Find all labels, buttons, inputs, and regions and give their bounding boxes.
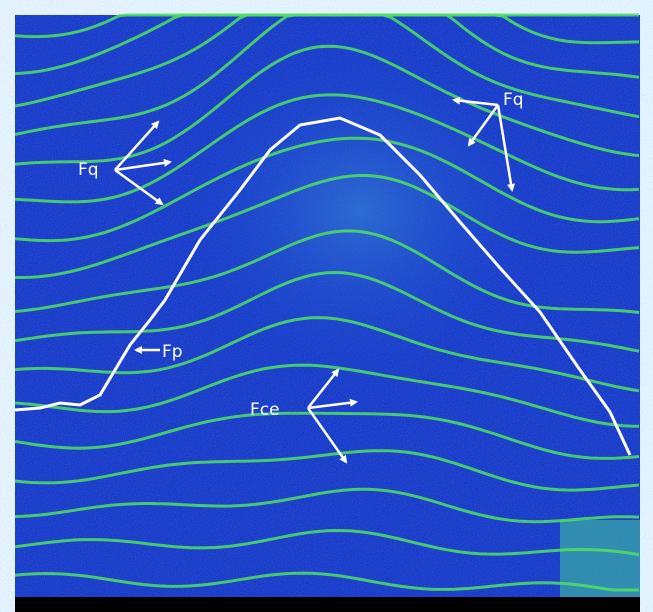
label: Fp (162, 342, 183, 362)
figure: Fq Fq Fp Fce (0, 0, 653, 612)
page: Fq Fq Fp Fce (() => { const data = JSON.… (0, 0, 653, 612)
label: Fce (250, 400, 280, 420)
glow (140, 50, 580, 450)
label: Fq (503, 90, 524, 110)
label: Fq (78, 160, 99, 180)
bottom-bar (15, 597, 640, 612)
